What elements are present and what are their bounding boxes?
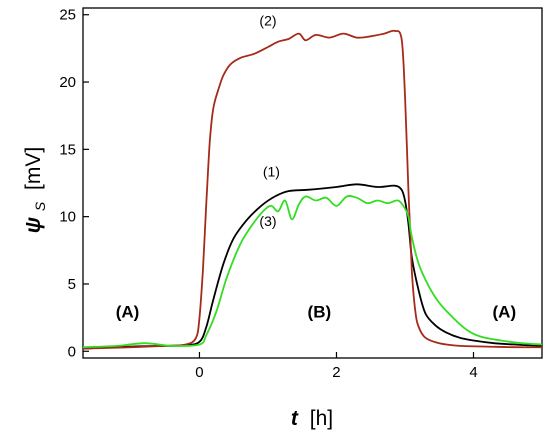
axis-ticks: 0 2 4 0 5 10 15 20 25	[59, 7, 477, 381]
series-line-1	[82, 183, 543, 350]
region-label: (A)	[116, 303, 140, 322]
x-axis-symbol: t	[291, 407, 299, 430]
y-tick-label: 20	[59, 74, 76, 91]
series-layer	[82, 29, 543, 350]
region-label: (B)	[308, 303, 332, 322]
x-tick-label: 0	[195, 364, 203, 381]
curve-label: (1)	[263, 163, 280, 179]
annotation-layer: (1) (2) (3) (A) (B) (A)	[116, 13, 516, 322]
y-tick-label: 15	[59, 141, 76, 158]
region-label: (A)	[493, 303, 517, 322]
y-tick-label: 5	[68, 276, 76, 293]
series-line-3	[82, 195, 543, 349]
series-line-2	[82, 29, 543, 350]
x-tick-label: 4	[469, 364, 477, 381]
curve-label: (3)	[259, 213, 276, 229]
y-tick-label: 10	[59, 209, 76, 226]
x-axis-unit: [h]	[310, 407, 333, 430]
curve-label: (2)	[259, 13, 276, 29]
y-axis-subscript: S	[32, 201, 48, 211]
plot-frame	[82, 7, 543, 359]
x-tick-label: 2	[332, 364, 340, 381]
y-axis-symbol: ψ	[22, 217, 45, 233]
y-axis-title: ψ S [mV]	[22, 147, 50, 233]
y-tick-label: 25	[59, 7, 76, 24]
y-axis-unit: [mV]	[22, 147, 45, 190]
y-tick-label: 0	[68, 343, 76, 360]
x-axis-title: t [h]	[291, 407, 333, 430]
